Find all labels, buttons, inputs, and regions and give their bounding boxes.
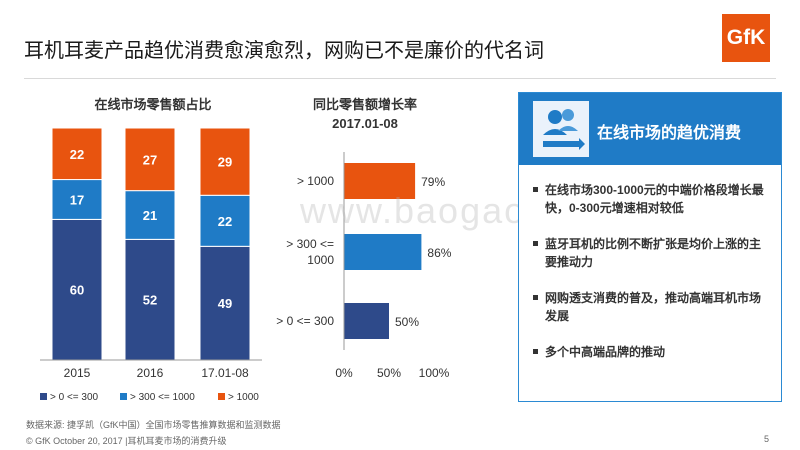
stacked-bar-segment xyxy=(51,127,103,181)
summary-panel-header: 在线市场的趋优消费 xyxy=(519,93,781,165)
summary-bullet: 蓝牙耳机的比例不断扩张是均价上涨的主要推动力 xyxy=(533,235,769,271)
growth-x-tick-label: 100% xyxy=(419,366,450,380)
copyright: © GfK October 20, 2017 |耳机耳麦市场的消费升级 xyxy=(26,436,227,446)
growth-bar xyxy=(344,163,416,199)
growth-category-label: > 0 <= 300 xyxy=(276,314,334,328)
title-divider xyxy=(24,78,776,79)
stacked-bar-label: 52 xyxy=(143,293,157,308)
page-title: 耳机耳麦产品趋优消费愈演愈烈，网购已不是廉价的代名词 xyxy=(24,40,544,62)
x-tick-label: 2015 xyxy=(64,366,91,380)
growth-category-label: > 1000 xyxy=(297,174,334,188)
stacked-chart-title: 在线市场零售额占比 xyxy=(94,97,212,112)
stacked-bar-label: 21 xyxy=(143,208,157,223)
summary-panel-title: 在线市场的趋优消费 xyxy=(597,125,742,142)
people-icon xyxy=(533,101,589,157)
legend-label: > 1000 xyxy=(228,392,259,403)
growth-chart-title: 同比零售额增长率 xyxy=(312,97,417,112)
stacked-bar-label: 17 xyxy=(70,192,84,207)
growth-chart-subtitle: 2017.01-08 xyxy=(332,116,398,131)
growth-bar xyxy=(344,303,389,339)
stacked-bar-segment xyxy=(124,190,176,240)
summary-bullet: 在线市场300-1000元的中端价格段增长最快，0-300元增速相对较低 xyxy=(533,181,769,217)
data-source: 数据来源: 捷孚凯（GfK中国）全国市场零售推算数据和监测数据 xyxy=(26,420,281,430)
stacked-bar-segment xyxy=(199,127,251,196)
growth-bar xyxy=(344,234,422,270)
stacked-bar-label: 60 xyxy=(70,283,84,298)
summary-bullet: 多个中高端品牌的推动 xyxy=(533,343,769,361)
growth-bar-value: 50% xyxy=(395,315,419,329)
x-tick-label: 2016 xyxy=(137,366,164,380)
legend-swatch xyxy=(218,393,225,400)
summary-bullets: 在线市场300-1000元的中端价格段增长最快，0-300元增速相对较低 蓝牙耳… xyxy=(533,181,769,379)
growth-x-tick-label: 50% xyxy=(377,366,401,380)
stacked-bar-segment xyxy=(124,127,176,192)
legend-label: > 0 <= 300 xyxy=(50,392,99,403)
stacked-bar-segment xyxy=(199,194,251,247)
growth-x-tick-label: 0% xyxy=(335,366,353,380)
growth-bar-value: 79% xyxy=(421,175,445,189)
stacked-bar-segment xyxy=(199,245,251,361)
stacked-bar-label: 29 xyxy=(218,155,232,170)
legend-label: > 300 <= 1000 xyxy=(130,392,195,403)
growth-category-label: 1000 xyxy=(307,253,334,267)
stacked-bar-label: 22 xyxy=(70,147,84,162)
summary-bullet: 网购透支消费的普及，推动高端耳机市场发展 xyxy=(533,289,769,325)
page-number: 5 xyxy=(764,434,770,444)
stacked-bar-label: 22 xyxy=(218,214,232,229)
stacked-bar-label: 27 xyxy=(143,152,157,167)
summary-panel: 在线市场的趋优消费 在线市场300-1000元的中端价格段增长最快，0-300元… xyxy=(518,92,782,402)
legend-swatch xyxy=(40,393,47,400)
growth-bar-value: 86% xyxy=(427,246,451,260)
stacked-bar-segment xyxy=(124,238,176,361)
growth-category-label: > 300 <= xyxy=(286,237,334,251)
stacked-bar-label: 49 xyxy=(218,296,232,311)
x-tick-label: 17.01-08 xyxy=(201,366,249,380)
gfk-logo: GfK xyxy=(722,14,770,62)
legend-swatch xyxy=(120,393,127,400)
stacked-bar-segment xyxy=(51,218,103,361)
